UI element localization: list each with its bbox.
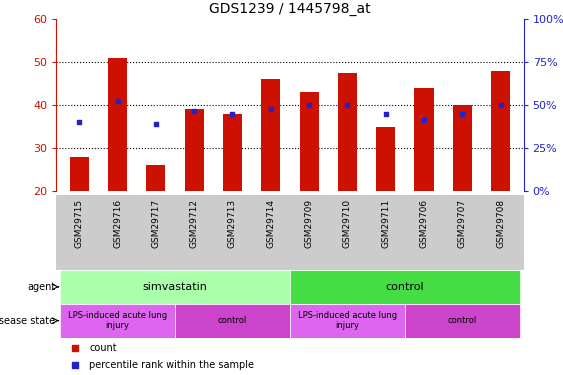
Point: [70, 362, 79, 368]
Title: GDS1239 / 1445798_at: GDS1239 / 1445798_at: [209, 2, 371, 16]
Text: agent: agent: [27, 282, 56, 292]
Point: [190, 108, 199, 114]
Bar: [414, 88, 434, 191]
Text: GSM29716: GSM29716: [113, 199, 122, 248]
Text: GSM29709: GSM29709: [305, 199, 314, 248]
Point: [266, 106, 275, 112]
Text: GSM29707: GSM29707: [458, 199, 467, 248]
Text: disease state: disease state: [0, 316, 56, 326]
Bar: [405, 304, 520, 338]
Bar: [108, 58, 127, 191]
Text: count: count: [89, 343, 117, 353]
Bar: [175, 304, 290, 338]
Bar: [290, 304, 405, 338]
Bar: [60, 304, 175, 338]
Point: [75, 119, 84, 125]
Point: [113, 98, 122, 104]
Point: [496, 102, 505, 108]
Text: control: control: [218, 316, 247, 325]
Text: GSM29708: GSM29708: [496, 199, 505, 248]
Text: GSM29715: GSM29715: [75, 199, 84, 248]
Point: [343, 102, 352, 108]
Bar: [60, 270, 290, 304]
Text: GSM29713: GSM29713: [228, 199, 237, 248]
Text: GSM29712: GSM29712: [190, 199, 199, 248]
Bar: [453, 105, 472, 191]
Point: [228, 111, 237, 117]
Bar: [261, 79, 280, 191]
Bar: [70, 157, 89, 191]
Bar: [146, 165, 166, 191]
Text: GSM29717: GSM29717: [151, 199, 160, 248]
Text: LPS-induced acute lung
injury: LPS-induced acute lung injury: [298, 311, 397, 330]
Point: [305, 102, 314, 108]
Text: LPS-induced acute lung
injury: LPS-induced acute lung injury: [68, 311, 167, 330]
Text: percentile rank within the sample: percentile rank within the sample: [89, 360, 254, 369]
Point: [458, 111, 467, 117]
Text: GSM29711: GSM29711: [381, 199, 390, 248]
Bar: [185, 110, 204, 191]
Bar: [338, 73, 357, 191]
Bar: [491, 70, 510, 191]
Text: simvastatin: simvastatin: [142, 282, 208, 292]
Bar: [223, 114, 242, 191]
Point: [419, 117, 428, 123]
Bar: [290, 270, 520, 304]
Point: [381, 111, 390, 117]
Text: GSM29714: GSM29714: [266, 199, 275, 248]
Bar: [376, 127, 395, 191]
Text: GSM29710: GSM29710: [343, 199, 352, 248]
Point: [70, 345, 79, 351]
Point: [151, 122, 160, 128]
Text: control: control: [386, 282, 424, 292]
Bar: [300, 92, 319, 191]
Text: GSM29706: GSM29706: [419, 199, 428, 248]
Text: control: control: [448, 316, 477, 325]
